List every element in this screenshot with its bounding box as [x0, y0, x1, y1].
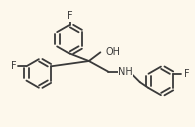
Text: NH: NH: [118, 67, 133, 77]
Text: F: F: [67, 11, 72, 21]
Text: F: F: [184, 69, 190, 79]
Text: OH: OH: [105, 47, 120, 57]
Text: F: F: [11, 61, 17, 71]
